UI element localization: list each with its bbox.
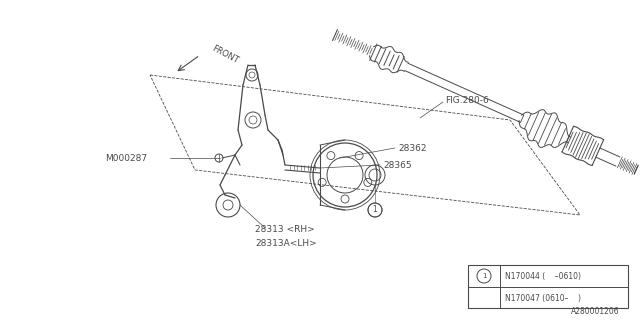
- Text: 28365: 28365: [383, 161, 412, 170]
- Text: 28313A<LH>: 28313A<LH>: [255, 238, 317, 247]
- Text: 28362: 28362: [398, 143, 426, 153]
- Bar: [468, 265, 628, 308]
- Text: 1: 1: [482, 273, 486, 279]
- Text: N170044 (    –0610): N170044 ( –0610): [505, 271, 581, 281]
- Text: FIG.280-6: FIG.280-6: [445, 95, 489, 105]
- Text: A280001206: A280001206: [572, 308, 620, 316]
- Text: M000287: M000287: [105, 154, 147, 163]
- Text: FRONT: FRONT: [210, 44, 239, 66]
- Text: 28313 <RH>: 28313 <RH>: [255, 226, 315, 235]
- Text: N170047 (0610–    ): N170047 (0610– ): [505, 293, 581, 302]
- Text: 1: 1: [372, 205, 378, 214]
